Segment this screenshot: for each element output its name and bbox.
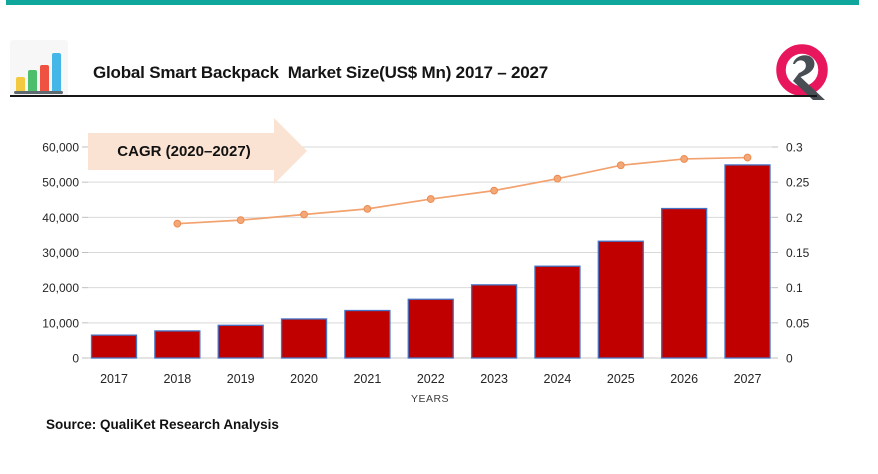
x-axis-label: 2019	[227, 372, 255, 386]
x-axis-label: 2018	[163, 372, 191, 386]
bar-2025	[597, 240, 644, 359]
cagr-label: CAGR (2020–2027)	[117, 143, 251, 160]
bar-2022	[407, 298, 454, 359]
icon-bar-green	[28, 70, 37, 91]
icon-bar-blue	[52, 53, 61, 91]
right-axis-label: 0	[786, 352, 793, 366]
left-axis-label: 50,000	[42, 176, 79, 190]
bar-2021	[344, 309, 391, 359]
left-axis-label: 30,000	[42, 246, 79, 260]
line-marker-2025	[616, 161, 625, 170]
icon-bar-yellow	[16, 77, 25, 91]
x-axis-label: 2022	[417, 372, 445, 386]
x-axis-label: 2026	[670, 372, 698, 386]
left-axis-label: 60,000	[42, 141, 79, 155]
x-axis-label: 2021	[353, 372, 381, 386]
page-title: Global Smart Backpack Market Size(US$ Mn…	[93, 63, 549, 82]
right-axis-label: 0.3	[786, 141, 803, 155]
bar-2024	[534, 265, 581, 359]
x-axis-label: 2024	[544, 372, 572, 386]
bar-2018	[154, 330, 201, 359]
right-axis-label: 0.25	[786, 176, 810, 190]
x-axis-label: 2020	[290, 372, 318, 386]
bar-2020	[280, 318, 328, 359]
right-axis-label: 0.15	[786, 246, 810, 260]
left-axis-label: 0	[72, 352, 79, 366]
line-marker-2023	[490, 186, 499, 195]
bar-2026	[661, 207, 708, 359]
bar-2023	[470, 284, 518, 359]
title-underline	[10, 95, 817, 97]
right-axis-label: 0.1	[786, 281, 803, 295]
growth-rate-line	[177, 156, 748, 225]
line-marker-2018	[173, 219, 182, 228]
line-marker-2019	[236, 216, 245, 225]
right-axis-label: 0.2	[786, 211, 803, 225]
line-marker-2027	[743, 153, 752, 162]
line-marker-2026	[680, 155, 689, 163]
qualiket-logo	[776, 44, 828, 100]
line-marker-2020	[300, 210, 308, 219]
line-marker-2024	[553, 174, 562, 183]
bar-2027	[724, 164, 771, 359]
top-accent-bar	[6, 0, 859, 5]
icon-bar-red	[40, 65, 49, 91]
left-axis-label: 10,000	[42, 316, 79, 330]
logo-ring	[776, 44, 828, 96]
x-axis-label: 2017	[100, 372, 128, 386]
source-note: Source: QualiKet Research Analysis	[46, 417, 279, 432]
right-axis-label: 0.05	[786, 316, 810, 330]
x-axis-label: 2027	[734, 372, 762, 386]
cagr-arrow-head	[274, 118, 307, 184]
left-axis-label: 20,000	[42, 281, 79, 295]
bar-chart-icon	[10, 40, 68, 97]
x-axis-title: YEARS	[411, 393, 449, 405]
bar-2019	[217, 324, 264, 359]
left-axis-label: 40,000	[42, 211, 79, 225]
cagr-arrow-body: CAGR (2020–2027)	[88, 133, 274, 170]
cagr-arrow: CAGR (2020–2027)	[88, 118, 310, 185]
bar-2017	[90, 334, 138, 359]
line-marker-2022	[426, 195, 435, 203]
logo-arrow-glyph	[793, 55, 825, 100]
x-axis-label: 2025	[607, 372, 635, 386]
icon-baseline	[14, 91, 63, 94]
line-marker-2021	[363, 204, 372, 213]
x-axis-label: 2023	[480, 372, 508, 386]
